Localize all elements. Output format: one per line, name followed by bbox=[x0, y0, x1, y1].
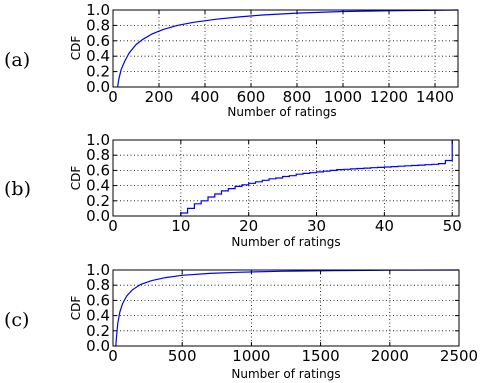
y-axis-label-c: CDF bbox=[69, 296, 83, 321]
y-tick-label-b: 0.4 bbox=[86, 177, 110, 195]
y-tick-label-c: 0.0 bbox=[86, 337, 110, 355]
x-tick-label-b: 40 bbox=[375, 217, 394, 235]
x-tick-label-c: 1500 bbox=[302, 347, 340, 365]
y-tick-label-b: 1.0 bbox=[86, 131, 110, 149]
cdf-curve-a bbox=[117, 9, 459, 88]
x-tick-label-c: 2500 bbox=[440, 347, 478, 365]
y-tick-label-a: 0.2 bbox=[86, 63, 110, 81]
x-tick-label-c: 2000 bbox=[371, 347, 409, 365]
x-tick-label-b: 50 bbox=[443, 217, 462, 235]
x-tick-label-c: 1000 bbox=[232, 347, 270, 365]
cdf-curve-c bbox=[115, 269, 460, 347]
x-tick-label-a: 0 bbox=[108, 88, 118, 106]
x-tick-label-c: 0 bbox=[108, 347, 118, 365]
x-tick-label-a: 1400 bbox=[416, 88, 454, 106]
y-tick-label-c: 0.6 bbox=[86, 291, 110, 309]
y-tick-label-b: 0.0 bbox=[86, 207, 110, 225]
x-tick-label-b: 30 bbox=[307, 217, 326, 235]
x-tick-label-a: 200 bbox=[145, 88, 174, 106]
plot-frame-c bbox=[112, 269, 460, 347]
panel-a: (a) CDF Number of ratings 0 200 400 600 800 1… bbox=[4, 1, 459, 119]
y-axis-label-a: CDF bbox=[69, 36, 83, 61]
plot-frame-b bbox=[112, 139, 460, 217]
panel-c: (c) CDF Number of ratings 0 500 1000 1500 20… bbox=[4, 261, 478, 381]
x-tick-label-a: 400 bbox=[191, 88, 220, 106]
x-tick-label-a: 600 bbox=[237, 88, 266, 106]
y-tick-label-a: 1.0 bbox=[86, 1, 110, 19]
y-tick-label-a: 0.0 bbox=[86, 78, 110, 96]
x-tick-label-a: 1000 bbox=[324, 88, 362, 106]
y-tick-label-a: 0.8 bbox=[86, 16, 110, 34]
panel-label-c: (c) bbox=[4, 309, 29, 331]
x-axis-label-c: Number of ratings bbox=[231, 367, 340, 381]
y-tick-label-c: 0.4 bbox=[86, 307, 110, 325]
y-tick-label-a: 0.6 bbox=[86, 32, 110, 50]
y-tick-label-c: 1.0 bbox=[86, 261, 110, 279]
x-tick-label-b: 10 bbox=[171, 217, 190, 235]
y-tick-label-b: 0.6 bbox=[86, 161, 110, 179]
cdf-curve-b bbox=[180, 140, 453, 216]
x-axis-label-a: Number of ratings bbox=[227, 105, 336, 119]
x-tick-label-a: 800 bbox=[283, 88, 312, 106]
x-axis-label-b: Number of ratings bbox=[231, 235, 340, 249]
x-tick-label-b: 0 bbox=[108, 217, 118, 235]
y-tick-label-b: 0.8 bbox=[86, 146, 110, 164]
y-tick-label-c: 0.8 bbox=[86, 276, 110, 294]
x-tick-label-b: 20 bbox=[239, 217, 258, 235]
panel-label-a: (a) bbox=[4, 49, 30, 71]
panel-label-b: (b) bbox=[4, 178, 31, 200]
panel-b: (b) CDF Number of ratings 0 10 20 30 40 50 0.0… bbox=[4, 131, 462, 249]
y-tick-label-b: 0.2 bbox=[86, 192, 110, 210]
x-tick-label-a: 1200 bbox=[370, 88, 408, 106]
plot-frame-a bbox=[112, 9, 459, 88]
y-tick-label-a: 0.4 bbox=[86, 47, 110, 65]
y-axis-label-b: CDF bbox=[69, 166, 83, 191]
y-tick-label-c: 0.2 bbox=[86, 322, 110, 340]
x-tick-label-c: 500 bbox=[168, 347, 197, 365]
